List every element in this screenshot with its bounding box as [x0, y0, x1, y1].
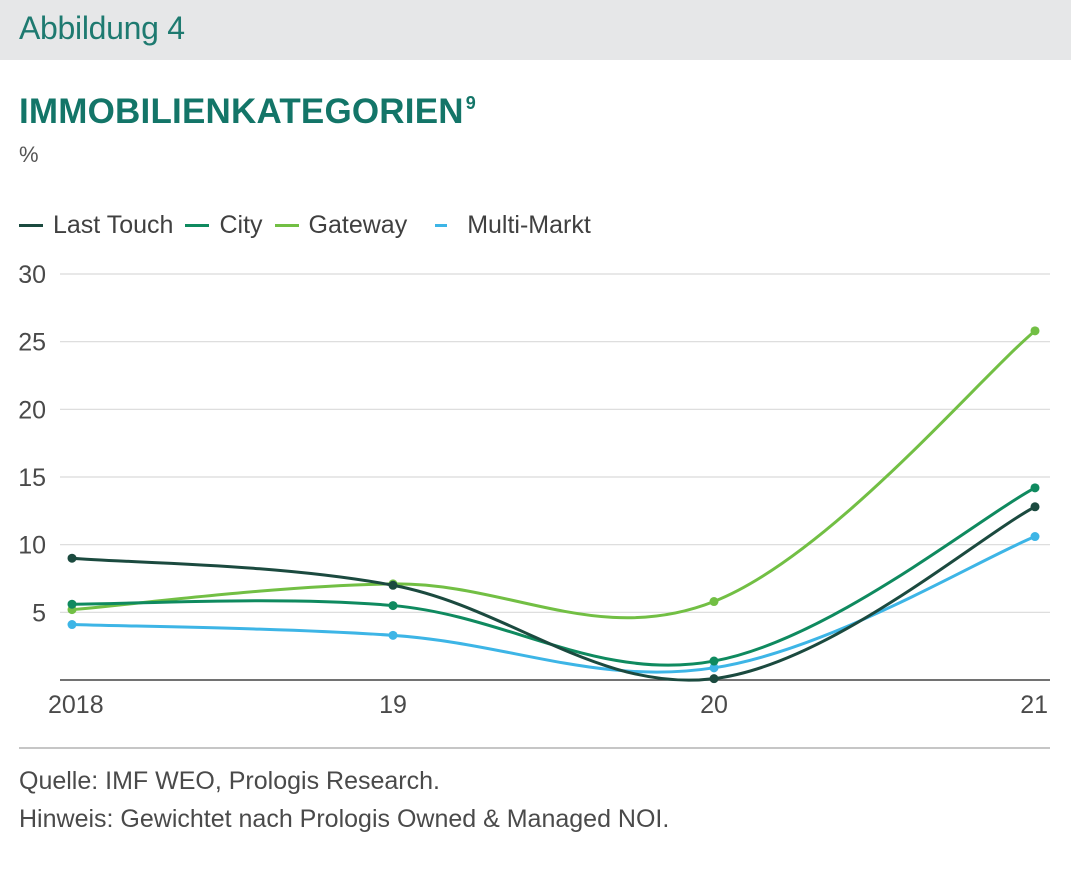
- legend-swatch-gateway: [274, 223, 299, 227]
- legend-item-city: City: [185, 210, 263, 240]
- data-point-last-touch-2018: [67, 553, 77, 563]
- legend-label-city: City: [219, 210, 263, 239]
- data-point-multi-markt-2018: [67, 620, 77, 630]
- data-point-multi-markt-21: [1030, 532, 1040, 542]
- series-line-multi-markt: [70, 535, 1037, 674]
- data-point-gateway-20: [709, 597, 719, 607]
- y-tick-label-20: 20: [18, 396, 46, 424]
- source-line: Quelle: IMF WEO, Prologis Research.: [19, 767, 440, 795]
- figure-label: Abbildung 4: [19, 10, 185, 46]
- legend-label-gateway: Gateway: [308, 210, 408, 239]
- data-point-last-touch-20: [709, 674, 719, 684]
- y-unit-label: %: [19, 142, 39, 167]
- data-point-multi-markt-19: [388, 630, 398, 640]
- y-tick-label-25: 25: [18, 329, 46, 357]
- data-point-last-touch-19: [388, 580, 398, 590]
- legend-swatch-last-touch: [19, 223, 43, 227]
- data-point-multi-markt-20: [709, 663, 719, 673]
- x-tick-label-19: 19: [379, 691, 407, 719]
- chart-title: IMMOBILIENKATEGORIEN 9: [19, 92, 476, 132]
- y-tick-label-5: 5: [32, 599, 46, 627]
- series-line-gateway: [70, 329, 1037, 620]
- source-notes: Quelle: IMF WEO, Prologis Research. Hinw…: [19, 762, 669, 838]
- chart-title-text: IMMOBILIENKATEGORIEN: [19, 92, 464, 131]
- series-line-last-touch: [70, 505, 1037, 682]
- data-point-city-2018: [67, 599, 77, 609]
- header-bar: Abbildung 4: [0, 0, 1071, 60]
- data-point-city-20: [709, 656, 719, 666]
- x-tick-label-21: 21: [1020, 691, 1048, 719]
- data-point-gateway-21: [1030, 326, 1040, 336]
- y-tick-label-15: 15: [18, 464, 46, 492]
- footer-divider: [19, 747, 1050, 749]
- legend-swatch-city: [185, 223, 210, 227]
- data-point-city-21: [1030, 483, 1040, 493]
- legend-item-last-touch: Last Touch: [19, 211, 173, 240]
- data-point-city-19: [388, 601, 398, 611]
- data-point-last-touch-21: [1030, 502, 1040, 512]
- x-tick-label-20: 20: [700, 691, 728, 719]
- x-tick-label-2018: 2018: [48, 691, 104, 719]
- series-line-city: [70, 486, 1037, 667]
- y-tick-label-30: 30: [18, 261, 46, 289]
- legend-item-multi-markt: Multi-Markt: [419, 211, 591, 240]
- legend-item-gateway: Gateway: [274, 210, 408, 240]
- legend-label-last-touch: Last Touch: [53, 210, 174, 239]
- title-footnote: 9: [465, 93, 476, 113]
- y-tick-label-10: 10: [18, 532, 46, 560]
- chart-legend: Last Touch City Gateway Multi-Markt: [19, 208, 603, 242]
- legend-swatch-multi-markt: [435, 223, 448, 227]
- line-chart: 5 10 15 20 25 30 2018 19 20 21: [18, 261, 1050, 719]
- note-line: Hinweis: Gewichtet nach Prologis Owned &…: [19, 805, 670, 833]
- legend-label-multi-markt: Multi-Markt: [467, 210, 591, 239]
